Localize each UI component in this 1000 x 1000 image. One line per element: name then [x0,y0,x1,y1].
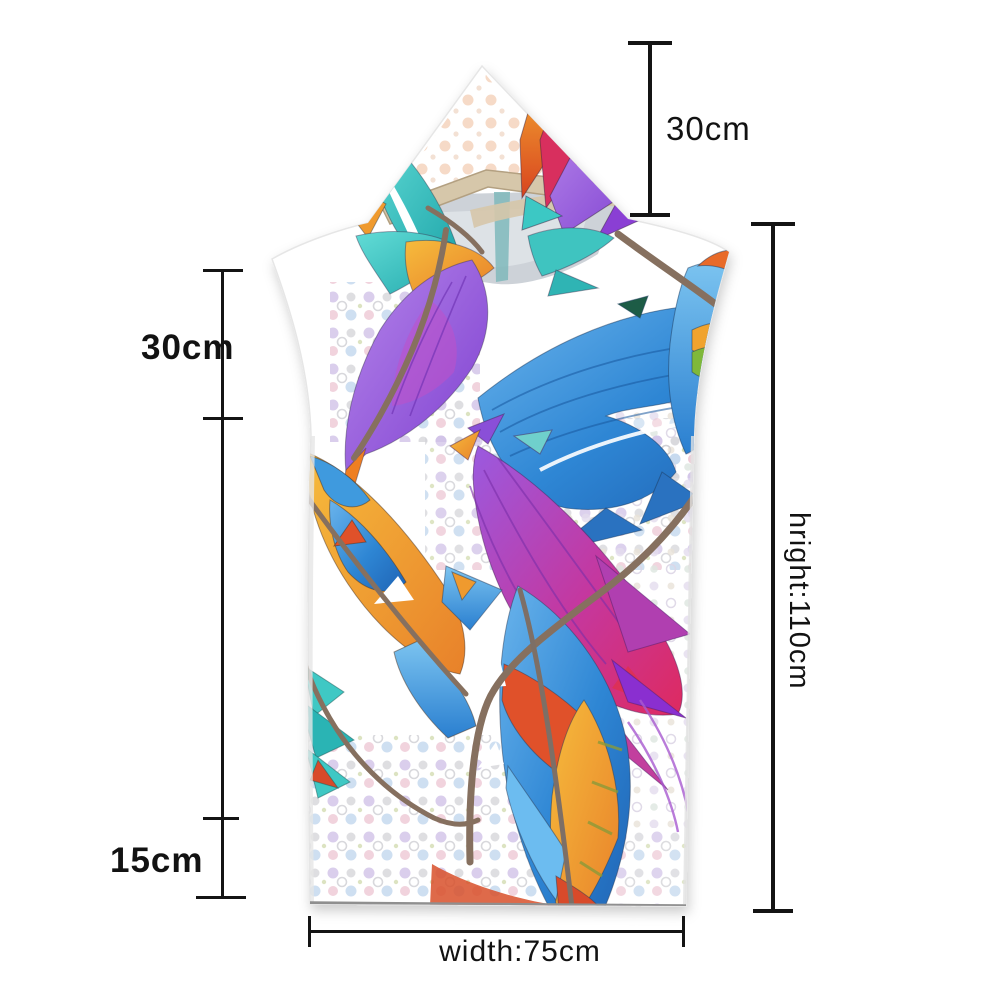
tick-mark [203,269,243,272]
hood-height-label: 30cm [666,110,751,147]
hem-section-label: 15cm [110,841,204,880]
total-height-label: hright:110cm [783,512,815,690]
dimension-line [221,270,224,898]
dimension-line [648,43,652,215]
feather-left-orange-blue [305,451,477,739]
tick-mark [682,916,685,947]
armhole-depth-label: 30cm [141,328,235,367]
tick-mark [630,213,670,217]
tick-mark [753,909,793,913]
tick-mark [196,896,246,899]
tick-mark [203,417,243,420]
feather-hood-right [519,82,704,242]
tick-mark [308,916,311,947]
dimension-line [310,930,684,933]
tick-mark [628,41,672,45]
feather-stems [285,205,729,906]
tick-mark [751,222,795,226]
tick-mark [203,817,239,820]
dimension-line [771,224,775,912]
width-label: width:75cm [439,935,601,968]
